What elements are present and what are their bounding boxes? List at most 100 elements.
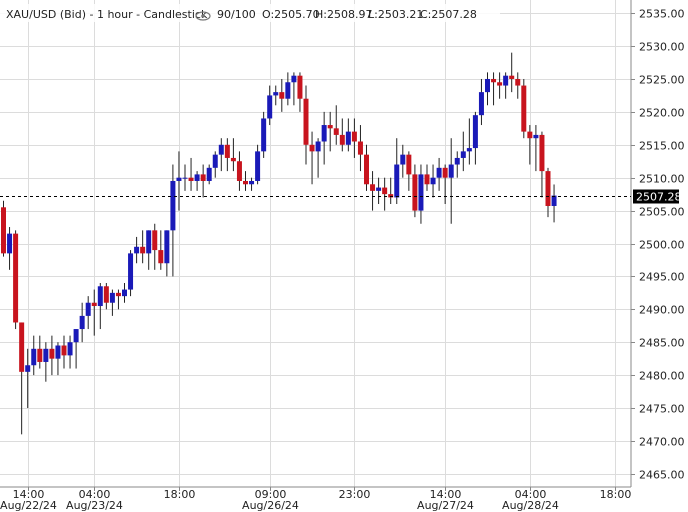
candle-body-down: [521, 85, 527, 132]
candle-count: 90/100: [217, 8, 256, 21]
candle-body-up: [321, 125, 327, 142]
current-price-label-bg: [633, 189, 679, 204]
candle-body-down: [515, 78, 521, 86]
candle-body-down: [243, 180, 248, 185]
price-tick-label: 2535.00: [639, 8, 685, 21]
candle-body-down: [388, 194, 394, 198]
candle-body-down: [509, 75, 515, 79]
candle-body-down: [140, 246, 146, 254]
candle-body-down: [200, 174, 206, 181]
candle-body-down: [327, 125, 333, 129]
candle-body-down: [351, 131, 357, 142]
candle-body-up: [128, 253, 134, 290]
time-tick-label: 23:00: [339, 488, 371, 501]
candle-body-down: [236, 161, 242, 181]
candle-body-down: [19, 322, 25, 372]
candle-body-up: [418, 174, 424, 211]
candle-body-up: [430, 177, 436, 185]
candle-body-down: [527, 131, 533, 139]
candle-body-down: [539, 134, 545, 172]
candle-body-down: [115, 292, 121, 297]
candle-body-up: [218, 144, 224, 155]
candle-body-down: [152, 230, 158, 251]
candle-body-down: [497, 82, 503, 86]
candles: [1, 52, 557, 435]
price-tick-label: 2510.00: [639, 173, 685, 186]
candle-body-down: [545, 171, 551, 206]
candle-body-down: [1, 207, 6, 254]
price-tick-label: 2470.00: [639, 436, 685, 449]
candle-body-up: [255, 151, 261, 181]
candle-body-up: [134, 246, 140, 254]
chart-header: XAU/USD (Bid) - 1 hour - Candlestick 90/…: [0, 4, 500, 22]
current-price-label: 2507.28: [636, 191, 682, 204]
candle-body-up: [533, 134, 539, 139]
candle-body-up: [73, 329, 79, 343]
candle-body-up: [485, 78, 490, 93]
candle-body-down: [424, 174, 430, 185]
candle-body-up: [261, 118, 267, 152]
candle-body-up: [345, 131, 351, 145]
candle-body-down: [37, 348, 43, 362]
candle-body-down: [491, 78, 497, 83]
candle-body-up: [503, 75, 509, 86]
time-tick-label: 14:00: [430, 488, 462, 501]
price-tick-label: 2500.00: [639, 239, 685, 252]
candle-body-up: [109, 292, 115, 303]
date-tick-label: Aug/22/24: [0, 499, 57, 512]
candle-body-up: [249, 180, 255, 185]
candle-body-down: [364, 154, 369, 185]
price-tick-label: 2480.00: [639, 370, 685, 383]
date-tick-label: Aug/26/24: [242, 499, 299, 512]
candle-body-up: [31, 348, 37, 366]
candle-body-down: [224, 144, 230, 158]
ohlc-high: H:2508.97: [315, 8, 372, 21]
time-tick-label: 14:00: [13, 488, 45, 501]
candle-body-up: [285, 82, 291, 99]
current-price-marker: 2507.28: [0, 189, 682, 204]
candle-body-up: [460, 151, 466, 158]
candle-body-up: [97, 286, 103, 307]
price-tick-label: 2520.00: [639, 107, 685, 120]
grid: [0, 0, 631, 487]
symbol-title: XAU/USD (Bid) - 1 hour - Candlestick: [6, 8, 208, 21]
candle-body-up: [79, 315, 85, 330]
candle-body-down: [279, 92, 285, 99]
candle-body-up: [436, 167, 442, 178]
candle-body-down: [333, 128, 339, 135]
price-axis: 2465.00 2470.00 2475.00 2480.00 2485.00 2490.…: [631, 8, 685, 482]
candle-body-down: [442, 167, 448, 178]
candle-body-down: [309, 144, 315, 152]
candle-body-up: [85, 302, 91, 316]
ohlc-open: O:2505.70: [262, 8, 320, 21]
eye-icon[interactable]: [195, 11, 211, 21]
price-tick-label: 2530.00: [639, 41, 685, 54]
candle-body-up: [273, 92, 279, 96]
candle-body-up: [472, 115, 478, 149]
candle-body-up: [206, 167, 212, 181]
price-tick-label: 2515.00: [639, 140, 685, 153]
candle-body-up: [454, 157, 460, 165]
candle-body-down: [406, 154, 412, 175]
price-tick-label: 2495.00: [639, 271, 685, 284]
candle-body-up: [291, 75, 297, 83]
candle-body-up: [400, 154, 406, 165]
candle-body-up: [478, 92, 484, 116]
candle-body-up: [7, 233, 13, 254]
candle-body-down: [339, 134, 345, 145]
date-tick-label: Aug/23/24: [66, 499, 123, 512]
price-tick-label: 2525.00: [639, 74, 685, 87]
candle-body-up: [170, 180, 176, 231]
candle-body-up: [122, 289, 127, 297]
candle-body-down: [297, 75, 303, 99]
candle-body-up: [194, 174, 200, 181]
time-tick-label: 18:00: [164, 488, 196, 501]
candle-body-down: [13, 233, 19, 323]
time-tick-label: 18:00: [600, 488, 632, 501]
candle-body-down: [61, 345, 67, 356]
candle-body-down: [370, 184, 376, 191]
ohlc-low: L:2503.21: [368, 8, 423, 21]
candle-body-up: [146, 230, 152, 254]
